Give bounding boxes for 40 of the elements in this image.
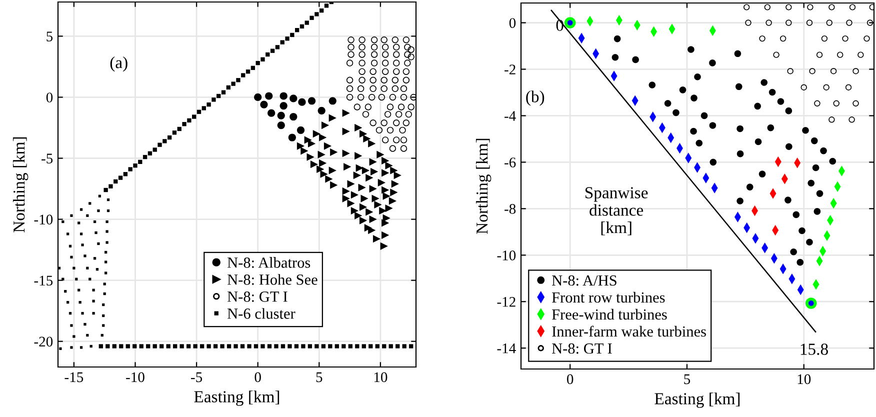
x-tick-label: 10 [374, 372, 388, 382]
y-tick-label: -4 [504, 111, 516, 121]
legend-label: N-8: GT I [228, 292, 288, 302]
y-axis-title: Northing [km] [12, 137, 28, 232]
x-axis-title: Easting [km] [654, 392, 740, 408]
annotation: (a) [110, 56, 128, 72]
y-tick-label: 0 [46, 92, 53, 102]
x-tick-label: 5 [684, 374, 690, 384]
legend-label: N-8: Hohe See [228, 274, 318, 285]
x-tick-label: 0 [567, 374, 574, 384]
y-tick-label: 0 [509, 18, 516, 28]
legend-label: N-8: A/HS [552, 275, 616, 286]
y-tick-label: 5 [46, 32, 53, 42]
y-axis-title: Northing [km] [476, 138, 492, 234]
legend-label: N-8: GT I [552, 343, 612, 354]
y-tick-label: -20 [34, 336, 53, 347]
legend-label: Free-wind turbines [552, 308, 667, 320]
annotation: Spanwise distance [km] [585, 187, 648, 236]
x-tick-label: -15 [64, 372, 84, 382]
y-tick-label: -5 [42, 154, 53, 164]
y-tick-label: -2 [504, 64, 516, 74]
y-tick-label: -15 [34, 276, 53, 286]
y-tick-label: -10 [497, 250, 516, 260]
annotation: 15.8 [800, 344, 828, 355]
x-tick-label: -5 [191, 372, 202, 382]
x-axis-title: Easting [km] [194, 390, 280, 406]
x-tick-label: 5 [316, 372, 322, 382]
annotation: (b) [526, 90, 544, 106]
legend-label: Inner-farm wake turbines [552, 326, 706, 337]
x-tick-label: 0 [254, 372, 261, 382]
y-tick-label: -10 [34, 214, 53, 224]
x-tick-label: 10 [798, 374, 811, 384]
y-tick-label: -12 [497, 297, 516, 307]
legend-label: Front row turbines [552, 292, 665, 303]
y-tick-label: -6 [504, 158, 516, 168]
legend-label: N-8: Albatros [228, 257, 310, 268]
y-tick-label: -14 [497, 344, 516, 354]
y-tick-label: -8 [504, 204, 516, 214]
legend-label: N-6 cluster [228, 308, 296, 319]
x-tick-label: -10 [126, 372, 144, 382]
